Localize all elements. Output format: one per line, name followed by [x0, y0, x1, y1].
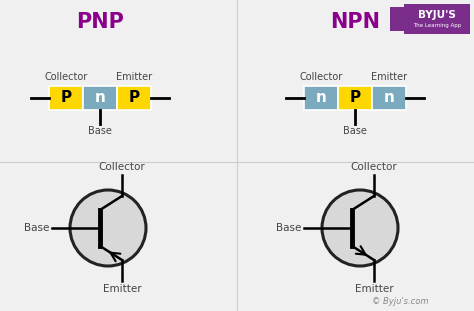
Text: Collector: Collector — [45, 72, 88, 82]
Text: Emitter: Emitter — [116, 72, 152, 82]
Text: n: n — [383, 91, 394, 105]
Bar — [49, 86, 83, 110]
Bar — [304, 86, 338, 110]
Bar — [390, 7, 406, 31]
Text: P: P — [349, 91, 361, 105]
Circle shape — [322, 190, 398, 266]
Text: Emitter: Emitter — [103, 284, 141, 294]
Text: Collector: Collector — [99, 162, 146, 172]
Text: n: n — [94, 91, 105, 105]
Text: Base: Base — [343, 126, 367, 136]
Text: Emitter: Emitter — [371, 72, 407, 82]
Text: PNP: PNP — [76, 12, 124, 32]
Text: n: n — [316, 91, 327, 105]
Bar — [338, 86, 372, 110]
Bar — [83, 86, 117, 110]
Text: Base: Base — [275, 223, 301, 233]
Bar — [404, 4, 470, 34]
Bar — [372, 86, 406, 110]
Text: Base: Base — [24, 223, 49, 233]
Bar — [117, 86, 151, 110]
Text: NPN: NPN — [330, 12, 380, 32]
Text: BYJU'S: BYJU'S — [418, 10, 456, 21]
Text: P: P — [128, 91, 139, 105]
Circle shape — [70, 190, 146, 266]
Text: P: P — [61, 91, 72, 105]
Text: Collector: Collector — [351, 162, 397, 172]
Text: The Learning App: The Learning App — [413, 23, 461, 28]
Text: Collector: Collector — [300, 72, 343, 82]
Text: Emitter: Emitter — [355, 284, 393, 294]
Text: Base: Base — [88, 126, 112, 136]
Text: © Byju's.com: © Byju's.com — [372, 297, 428, 306]
